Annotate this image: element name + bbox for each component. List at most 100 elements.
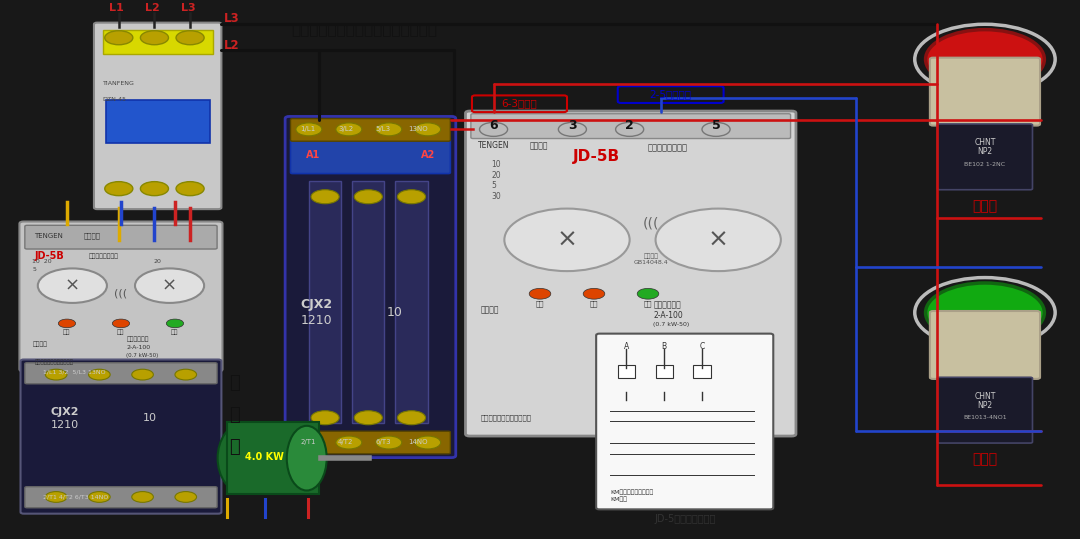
Text: 2-5线圈电压: 2-5线圈电压	[650, 89, 691, 99]
Text: ×: ×	[556, 228, 578, 252]
Circle shape	[311, 411, 339, 425]
Text: 常开点: 常开点	[972, 452, 998, 466]
FancyBboxPatch shape	[285, 116, 456, 458]
Text: (((: (((	[114, 289, 127, 299]
FancyBboxPatch shape	[471, 114, 791, 139]
Text: 电动机综合保护器: 电动机综合保护器	[648, 144, 688, 153]
Text: JD-5系列实物接线图: JD-5系列实物接线图	[654, 514, 715, 523]
Circle shape	[336, 436, 362, 449]
Text: CJX2: CJX2	[300, 298, 333, 311]
Circle shape	[176, 182, 204, 196]
Text: 1/L1 3/2  5/L3 13NO: 1/L1 3/2 5/L3 13NO	[43, 369, 106, 375]
Text: 浙江天正电气股份有限公司: 浙江天正电气股份有限公司	[35, 360, 73, 365]
Bar	[103, 30, 213, 54]
Text: 30: 30	[491, 192, 501, 201]
Circle shape	[656, 209, 781, 271]
Bar	[309, 181, 341, 423]
FancyBboxPatch shape	[937, 124, 1032, 190]
Text: 浙江天正电气股份有限公司: 浙江天正电气股份有限公司	[481, 414, 531, 421]
Text: 5/L3: 5/L3	[376, 126, 391, 133]
Bar	[106, 100, 210, 143]
Text: 电动机综合保护器: 电动机综合保护器	[89, 253, 119, 259]
Text: A1: A1	[306, 150, 320, 160]
Circle shape	[376, 123, 402, 136]
Ellipse shape	[217, 424, 268, 493]
Text: KM接触器辅助常开触点: KM接触器辅助常开触点	[610, 490, 653, 495]
Circle shape	[89, 492, 110, 502]
Circle shape	[529, 288, 551, 299]
Text: 过载: 过载	[536, 300, 544, 307]
Text: A: A	[624, 342, 629, 350]
Text: 符合标准: 符合标准	[644, 253, 659, 259]
Circle shape	[45, 369, 67, 380]
Text: 运行: 运行	[172, 330, 178, 335]
Text: 电机综合保护器整体接线二次线路图: 电机综合保护器整体接线二次线路图	[292, 22, 437, 37]
Circle shape	[105, 31, 133, 45]
Text: 断相: 断相	[118, 330, 124, 335]
Text: 断相: 断相	[590, 300, 598, 307]
Text: (0.7 kW-50): (0.7 kW-50)	[126, 353, 159, 358]
Circle shape	[558, 122, 586, 136]
Circle shape	[45, 492, 67, 502]
FancyBboxPatch shape	[25, 225, 217, 249]
Text: L2: L2	[224, 39, 239, 52]
Text: 6: 6	[489, 119, 498, 132]
Text: 10  20: 10 20	[32, 259, 52, 264]
Circle shape	[166, 319, 184, 328]
FancyBboxPatch shape	[291, 431, 450, 454]
Text: 主: 主	[229, 374, 240, 392]
Text: ×: ×	[65, 277, 80, 295]
Text: 1210: 1210	[300, 314, 332, 327]
Text: 工作电流整定: 工作电流整定	[653, 300, 681, 309]
Text: B: B	[662, 342, 666, 350]
Bar	[352, 181, 384, 423]
FancyBboxPatch shape	[19, 222, 222, 371]
Circle shape	[702, 122, 730, 136]
Text: ×: ×	[162, 277, 177, 295]
FancyBboxPatch shape	[21, 360, 221, 514]
Text: L2: L2	[145, 3, 160, 13]
Text: 6/T3: 6/T3	[376, 439, 391, 445]
Circle shape	[480, 122, 508, 136]
FancyBboxPatch shape	[25, 487, 217, 508]
Text: 1/L1: 1/L1	[300, 126, 315, 133]
Bar	[395, 181, 428, 423]
Text: 天正电气: 天正电气	[529, 141, 548, 150]
Circle shape	[132, 492, 153, 502]
Text: 5: 5	[491, 182, 497, 190]
Text: 脱扣等级: 脱扣等级	[32, 342, 48, 347]
Text: L3: L3	[180, 3, 195, 13]
Circle shape	[415, 436, 441, 449]
Text: 5: 5	[712, 119, 720, 132]
Text: 2/T1 4/T2 6/T3 14NO: 2/T1 4/T2 6/T3 14NO	[43, 494, 109, 500]
Circle shape	[176, 31, 204, 45]
Text: 路: 路	[229, 438, 240, 457]
Circle shape	[397, 411, 426, 425]
Circle shape	[58, 319, 76, 328]
Text: 工作电流整定: 工作电流整定	[126, 337, 149, 342]
Text: 13NO: 13NO	[408, 126, 428, 133]
Text: KM线圈: KM线圈	[610, 497, 627, 502]
Text: 常闭点: 常闭点	[972, 199, 998, 213]
Text: CJX2: CJX2	[51, 407, 79, 417]
Text: 4/T2: 4/T2	[338, 439, 353, 445]
FancyBboxPatch shape	[930, 58, 1040, 126]
Text: 6-3常闭点: 6-3常闭点	[501, 99, 538, 108]
FancyBboxPatch shape	[25, 363, 217, 384]
Circle shape	[296, 436, 322, 449]
Text: 10: 10	[387, 306, 403, 319]
Text: 线: 线	[229, 406, 240, 424]
Text: 过载: 过载	[64, 330, 70, 335]
Text: 天正电气: 天正电气	[83, 232, 100, 239]
Circle shape	[926, 30, 1044, 89]
FancyBboxPatch shape	[291, 139, 450, 174]
Text: TIANFENG: TIANFENG	[103, 81, 135, 86]
Circle shape	[38, 268, 107, 303]
Circle shape	[504, 209, 630, 271]
Text: 1210: 1210	[51, 420, 79, 430]
Circle shape	[415, 123, 441, 136]
Bar	[227, 422, 319, 494]
Text: 20: 20	[153, 259, 161, 264]
Text: JD-5B: JD-5B	[572, 149, 620, 164]
Text: CHNT: CHNT	[974, 139, 996, 147]
